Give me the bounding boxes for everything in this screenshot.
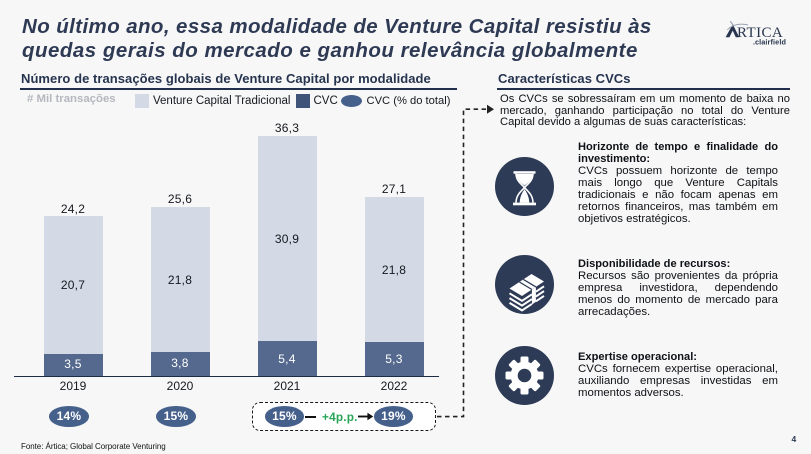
svg-text:.clairfield: .clairfield — [753, 37, 786, 46]
svg-text:RTICA: RTICA — [737, 25, 783, 41]
